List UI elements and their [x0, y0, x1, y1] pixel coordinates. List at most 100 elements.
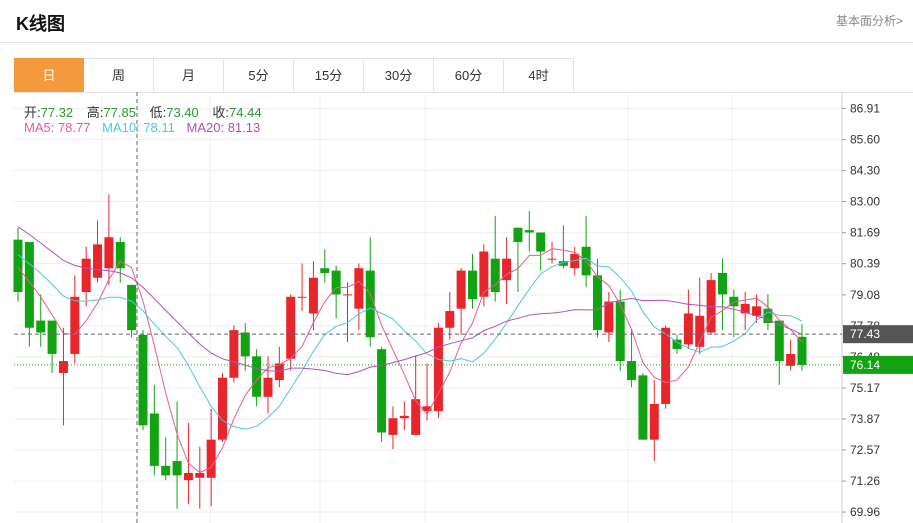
y-tick-label: 85.60: [850, 133, 880, 147]
candle-body: [149, 413, 159, 466]
candle-body: [183, 472, 193, 481]
y-tick-label: 83.00: [850, 195, 880, 209]
crosshair-price-label: 77.43: [850, 327, 880, 341]
low-label: 低:: [149, 105, 167, 120]
ma10-line: [17, 254, 803, 430]
open-label: 开:: [24, 105, 41, 120]
candle-body: [81, 258, 91, 293]
candle-body: [661, 327, 671, 404]
ma-readout: MA5: 78.77 MA10: 78.11 MA20: 81.13: [24, 120, 268, 135]
tab-month[interactable]: 月: [154, 58, 224, 92]
candle-body: [377, 349, 387, 433]
tab-week[interactable]: 周: [84, 58, 154, 92]
candle-body: [763, 308, 773, 323]
candle-body: [229, 330, 239, 378]
header-divider: [0, 42, 913, 43]
candle-body: [683, 313, 693, 345]
y-tick-label: 71.26: [850, 474, 880, 488]
candle-body: [297, 296, 307, 298]
candle-body: [93, 244, 103, 278]
candle-body: [422, 406, 432, 412]
candle-body: [104, 237, 114, 269]
candle-body: [524, 230, 534, 233]
candle-body: [308, 277, 318, 314]
y-tick-label: 73.87: [850, 412, 880, 426]
candle-body: [388, 418, 398, 435]
candle-body: [343, 294, 353, 296]
candle-body: [774, 320, 784, 362]
candle-body: [433, 327, 443, 412]
tab-30min[interactable]: 30分: [364, 58, 434, 92]
candle-body: [547, 258, 557, 260]
candle-body: [24, 242, 34, 328]
candle-body: [411, 399, 421, 435]
candle-body: [536, 232, 546, 252]
ma5-line: [17, 248, 803, 474]
y-tick-label: 84.30: [850, 164, 880, 178]
candle-body: [365, 270, 375, 338]
ohlc-readout: 开:77.32 高:77.85 低:73.40 收:74.44: [24, 102, 272, 121]
y-tick-label: 79.08: [850, 288, 880, 302]
candlestick-chart[interactable]: 86.9185.6084.3083.0081.6980.3979.0877.78…: [0, 92, 913, 523]
candle-body: [252, 356, 262, 397]
close-value: 74.44: [229, 105, 262, 120]
candle-body: [58, 361, 68, 373]
candle-body: [456, 270, 466, 309]
high-value: 77.85: [103, 105, 136, 120]
tab-5min[interactable]: 5分: [224, 58, 294, 92]
candle-body: [717, 272, 727, 295]
y-tick-label: 80.39: [850, 257, 880, 271]
candle-body: [502, 258, 512, 281]
candle-body: [263, 377, 273, 397]
high-label: 高:: [86, 105, 104, 120]
page-title: K线图: [16, 14, 65, 34]
candle-body: [286, 296, 296, 359]
tab-4hour[interactable]: 4时: [504, 58, 574, 92]
candle-body: [354, 268, 364, 309]
ma5-label: MA5: 78.77: [24, 120, 91, 135]
y-tick-label: 86.91: [850, 101, 880, 115]
candle-body: [13, 239, 23, 293]
candle-body: [331, 270, 341, 295]
candle-body: [592, 275, 602, 331]
candle-body: [752, 306, 762, 316]
y-tick-label: 75.17: [850, 381, 880, 395]
candle-body: [445, 311, 455, 328]
candle-body: [399, 415, 409, 419]
candle-body: [320, 268, 330, 273]
candle-body: [627, 361, 637, 381]
candle-body: [206, 439, 216, 478]
fundamental-analysis-link[interactable]: 基本面分析>: [835, 14, 903, 28]
candle-body: [479, 251, 489, 297]
candle-body: [115, 242, 125, 269]
candle-body: [672, 339, 682, 350]
candle-body: [138, 334, 148, 426]
candle-body: [786, 353, 796, 366]
candle-body: [240, 332, 250, 357]
last-price-tag: [843, 355, 913, 374]
tab-15min[interactable]: 15分: [294, 58, 364, 92]
y-tick-label: 81.69: [850, 226, 880, 240]
candle-body: [172, 461, 182, 476]
candle-body: [47, 320, 57, 354]
y-tick-label: 69.96: [850, 505, 880, 519]
tab-60min[interactable]: 60分: [434, 58, 504, 92]
candle-body: [513, 227, 523, 243]
period-tabs: 日 周 月 5分 15分 30分 60分 4时: [14, 58, 913, 93]
candle-body: [604, 301, 614, 333]
candle-body: [695, 315, 705, 347]
ma10-label: MA10: 78.11: [102, 120, 175, 135]
tab-day[interactable]: 日: [14, 58, 84, 92]
candle-body: [195, 472, 205, 478]
tabs-spacer: [574, 58, 913, 92]
candle-body: [490, 258, 500, 293]
close-label: 收:: [212, 105, 230, 120]
low-value: 73.40: [166, 105, 199, 120]
crosshair-price-tag: [843, 325, 913, 344]
candle-body: [638, 375, 648, 440]
candle-body: [218, 377, 228, 440]
candle-body: [467, 270, 477, 300]
candle-body: [558, 261, 568, 266]
candle-body: [161, 465, 171, 476]
candle-body: [127, 284, 137, 331]
